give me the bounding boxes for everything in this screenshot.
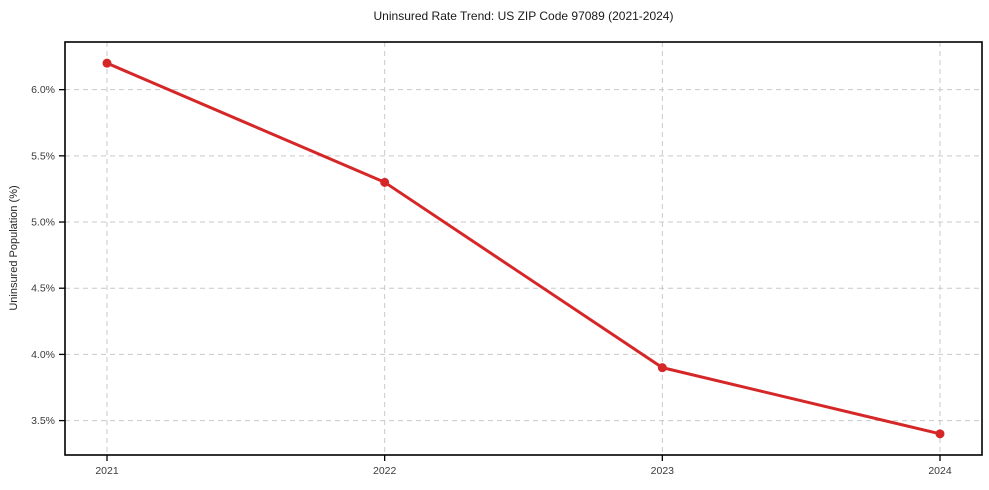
y-tick-label: 4.0% <box>31 349 55 361</box>
y-tick-label: 3.5% <box>31 415 55 427</box>
data-point <box>102 58 112 68</box>
data-point <box>380 177 390 187</box>
y-tick-label: 6.0% <box>31 84 55 96</box>
x-tick-label: 2022 <box>373 465 397 477</box>
data-point <box>935 429 945 439</box>
y-tick-label: 5.0% <box>31 217 55 229</box>
trend-line <box>105 61 942 436</box>
plot-border <box>64 41 983 456</box>
x-tick-label: 2024 <box>928 465 952 477</box>
y-tick-label: 4.5% <box>31 283 55 295</box>
chart-title: Uninsured Rate Trend: US ZIP Code 97089 … <box>373 9 674 23</box>
x-tick-label: 2023 <box>651 465 675 477</box>
y-tick-label: 5.5% <box>31 150 55 162</box>
x-tick-label: 2021 <box>95 465 119 477</box>
data-point <box>657 363 667 373</box>
